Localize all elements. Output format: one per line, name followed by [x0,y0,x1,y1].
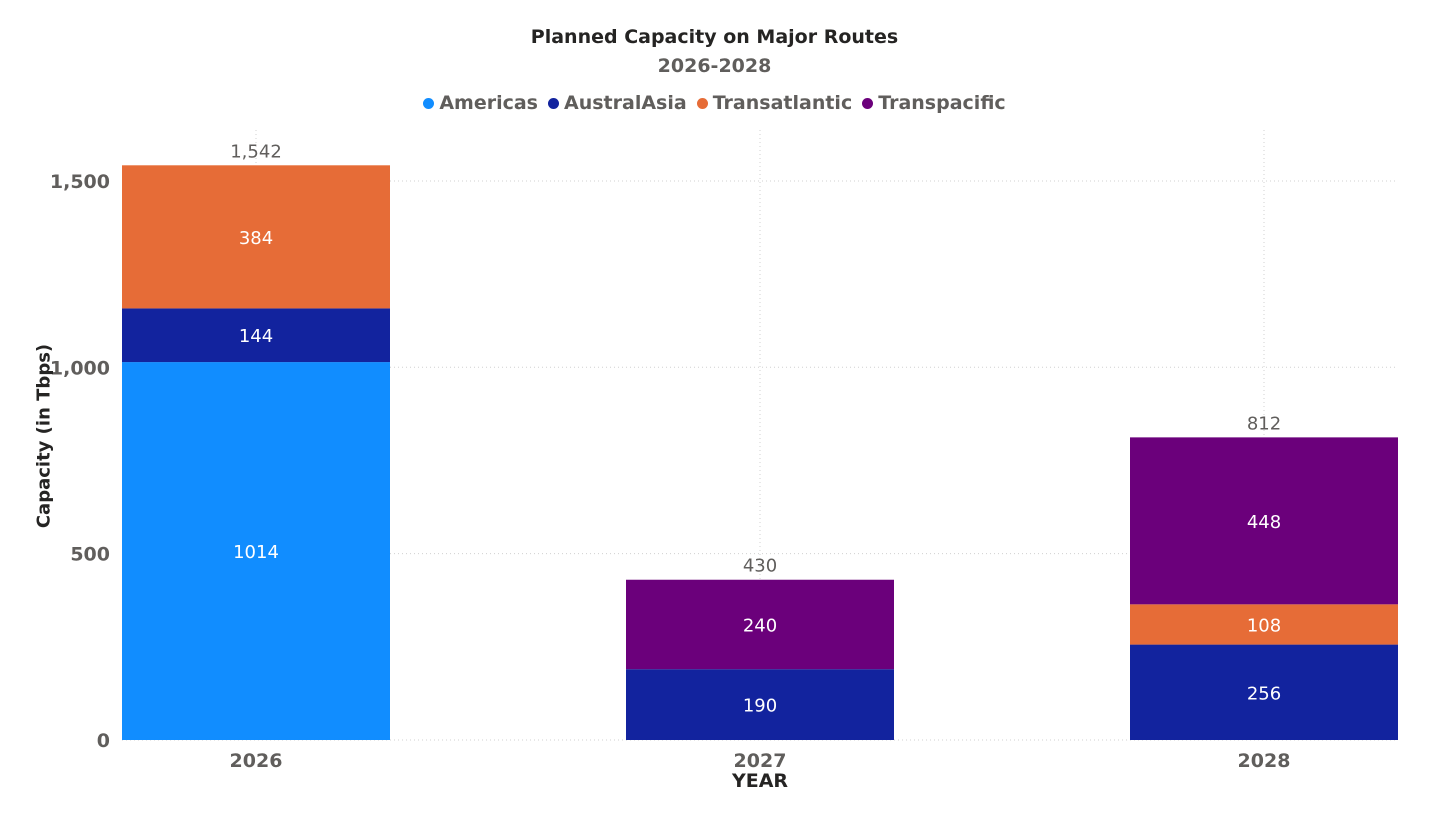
legend-label-australasia: AustralAsia [564,92,687,114]
legend-marker-transatlantic [696,97,708,109]
bar-transpacific-2027 [626,579,894,670]
legend-label-transatlantic: Transatlantic [712,92,853,114]
chart-subtitle: 2026-2028 [657,55,772,77]
total-label-2028: 812 [1247,413,1281,434]
legend-item-transpacific[interactable]: Transpacific [862,92,1006,114]
bar-australasia-2027 [626,669,894,740]
chart-title: Planned Capacity on Major Routes [530,26,899,48]
x-tick-label-2026: 2026 [230,750,283,772]
y-tick-label: 1,000 [50,357,110,379]
data-label-americas-2026: 1014 [233,542,279,563]
data-label-australasia-2028: 256 [1247,683,1281,704]
legend: Americas AustralAsia Transatlantic Trans… [0,92,1429,114]
bar-transatlantic-2028 [1130,604,1398,645]
x-tick-label-2027: 2027 [734,750,787,772]
data-label-australasia-2027: 190 [743,696,777,717]
total-label-2027: 430 [743,556,777,577]
data-label-transatlantic-2026: 384 [239,228,273,249]
data-label-transpacific-2027: 240 [743,615,777,636]
legend-item-australasia[interactable]: AustralAsia [548,92,687,114]
x-tick-label-2028: 2028 [1238,750,1291,772]
y-tick-label: 500 [70,544,110,566]
total-label-2026: 1,542 [230,141,282,162]
legend-item-americas[interactable]: Americas [423,92,538,114]
data-label-transatlantic-2028: 108 [1247,615,1281,636]
legend-marker-transpacific [862,97,874,109]
x-axis-label: YEAR [731,770,789,792]
legend-marker-australasia [548,97,559,109]
bar-australasia-2028 [1130,644,1398,740]
legend-marker-americas [423,97,435,109]
legend-label-transpacific: Transpacific [878,92,1006,114]
bar-transatlantic-2026 [122,165,390,309]
y-axis-label: Capacity (in Tbps) [33,343,55,529]
y-tick-label: 0 [97,730,110,752]
data-label-transpacific-2028: 448 [1247,512,1281,533]
bar-australasia-2026 [122,308,390,363]
y-tick-label: 1,500 [50,171,110,193]
data-label-australasia-2026: 144 [239,326,273,347]
bar-americas-2026 [122,362,390,740]
bar-transpacific-2028 [1130,437,1398,605]
legend-item-transatlantic[interactable]: Transatlantic [696,92,853,114]
legend-label-americas: Americas [439,92,538,114]
